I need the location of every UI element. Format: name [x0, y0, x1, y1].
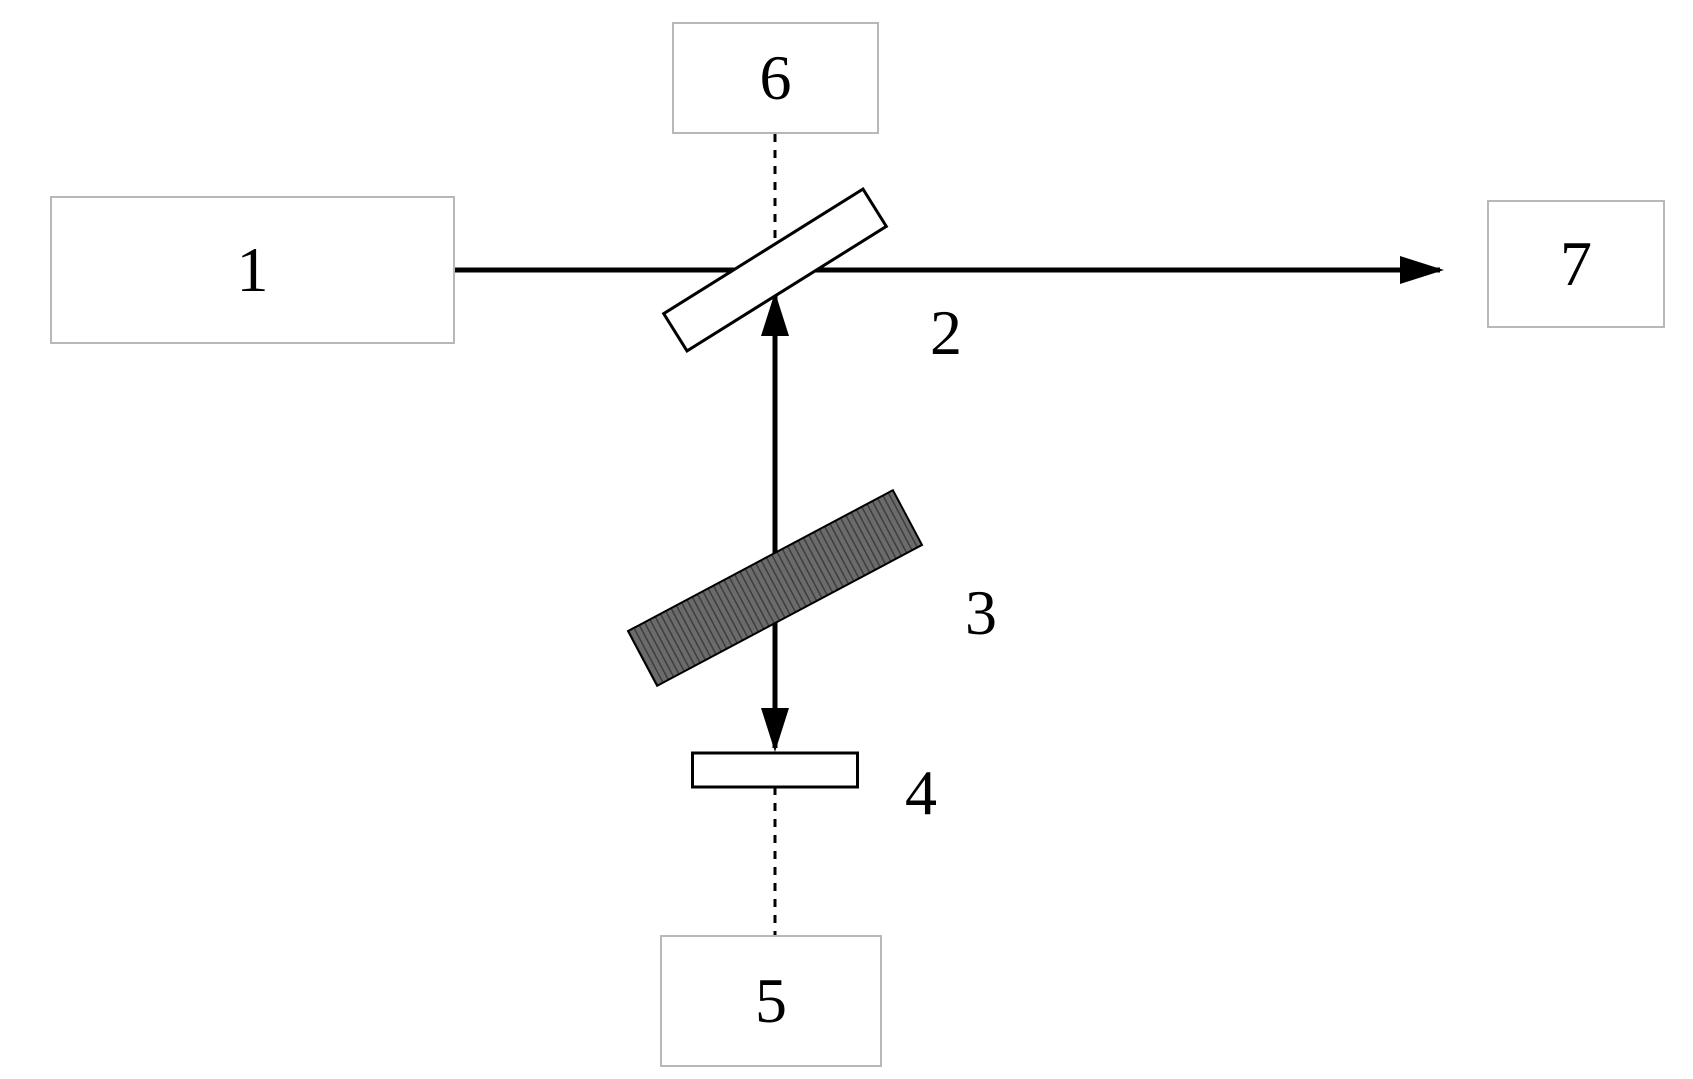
beam-overlay	[0, 0, 1693, 1079]
label-6: 6	[760, 41, 792, 115]
label-1: 1	[237, 233, 269, 307]
optic-filter-3	[628, 490, 922, 686]
label-3: 3	[965, 576, 997, 650]
label-2: 2	[930, 296, 962, 370]
component-box-7: 7	[1487, 200, 1665, 328]
label-7: 7	[1560, 227, 1592, 301]
component-box-5: 5	[660, 935, 882, 1067]
component-box-1: 1	[50, 196, 455, 344]
optic-plate-4	[693, 753, 858, 787]
diagram-canvas: 1 6 7 5 2 3 4	[0, 0, 1693, 1079]
label-5: 5	[755, 964, 787, 1038]
label-4: 4	[905, 756, 937, 830]
component-box-6: 6	[672, 22, 879, 134]
optic-mirror-2	[664, 189, 887, 351]
